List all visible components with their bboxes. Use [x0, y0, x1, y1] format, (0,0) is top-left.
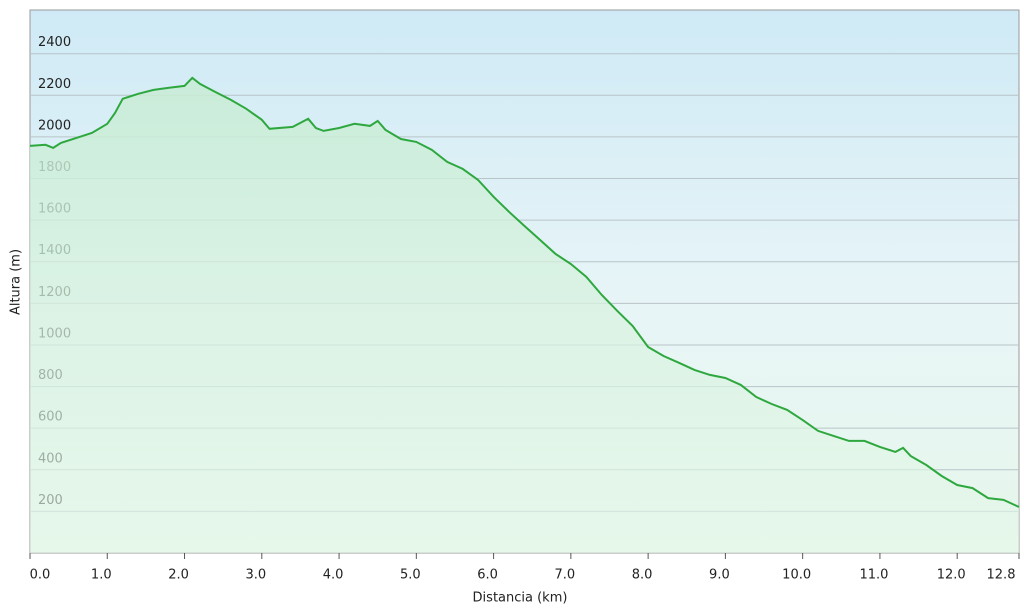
y-tick-label: 2000	[38, 118, 71, 133]
area-fill	[30, 77, 1019, 554]
x-tick-label: 10.0	[782, 568, 811, 583]
x-tick-label: 8.0	[632, 568, 653, 583]
x-tick-label: 12.8	[987, 568, 1016, 583]
x-tick-label: 1.0	[91, 568, 112, 583]
x-tick-label: 9.0	[709, 568, 730, 583]
x-axis-label: Distancia (km)	[473, 591, 568, 606]
x-tick-label: 2.0	[168, 568, 189, 583]
x-tick-label: 3.0	[245, 568, 266, 583]
y-tick-label: 2200	[38, 77, 71, 92]
x-tick-label: 12.0	[937, 568, 966, 583]
x-tick-label: 7.0	[555, 568, 576, 583]
y-tick-label: 2400	[38, 35, 71, 50]
x-tick-label: 6.0	[477, 568, 498, 583]
x-tick-label: 0.0	[30, 568, 51, 583]
x-tick-label: 11.0	[859, 568, 888, 583]
x-tick-label: 4.0	[323, 568, 344, 583]
x-tick-label: 5.0	[400, 568, 421, 583]
y-axis-label: Altura (m)	[9, 249, 24, 315]
elevation-line	[29, 76, 1020, 508]
